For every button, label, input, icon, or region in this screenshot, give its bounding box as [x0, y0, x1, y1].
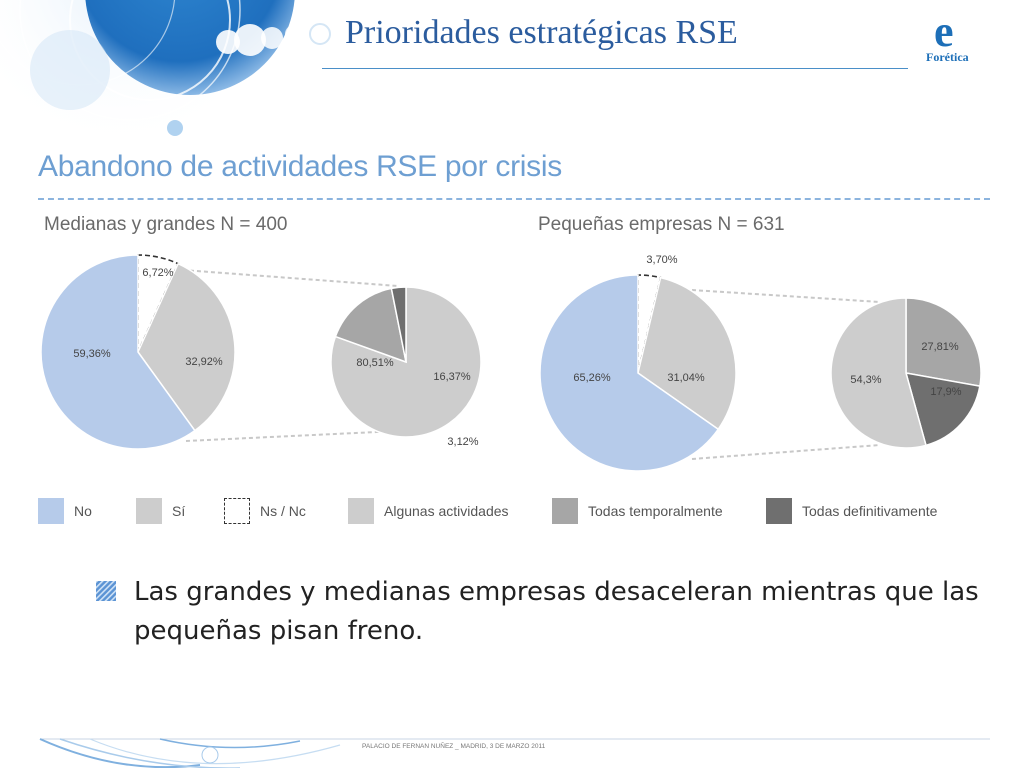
- decorative-bubbles: [0, 0, 331, 150]
- pie-0-main-slice-si: [137, 262, 236, 432]
- pie-0-main-label-no: 59,36%: [73, 348, 111, 360]
- legend-label-definitivo: Todas definitivamente: [802, 503, 938, 519]
- legend-label-no: No: [74, 503, 92, 519]
- logo-letter: e: [934, 7, 954, 56]
- legend-swatch-ns_nc: [224, 498, 250, 524]
- connector-line-0-1: [185, 430, 399, 442]
- pie-charts: 6,72% 32,92% 59,36% 80,51% 16,37% 3,12% 3,70% 3…: [40, 254, 982, 472]
- legend-label-si: Sí: [172, 503, 186, 519]
- title-divider: [322, 68, 908, 69]
- pie-1-main-label-si: 31,04%: [667, 372, 705, 384]
- logo-name: Forética: [926, 50, 969, 64]
- group-subtitle-small: Pequeñas empresas N = 631: [538, 214, 785, 235]
- pie-0-main-slice-no: [40, 254, 196, 450]
- footer-text: PALACIO DE FERNAN NUÑEZ _ MADRID, 3 DE M…: [362, 743, 546, 750]
- legend-label-ns_nc: Ns / Nc: [260, 503, 306, 519]
- pie-1-main-slice-no: [539, 274, 720, 472]
- pie-0-breakdown-label-algunas: 80,51%: [356, 357, 394, 369]
- bullet-square-icon: [96, 581, 116, 601]
- legend-item-si: Sí: [136, 498, 185, 524]
- legend-label-algunas: Algunas actividades: [384, 503, 509, 519]
- legend-swatch-no: [38, 498, 64, 524]
- slide-title: Prioridades estratégicas RSE: [345, 14, 738, 51]
- foretica-logo: e Forética: [926, 7, 980, 68]
- chart-title: Abandono de actividades RSE por crisis: [38, 150, 562, 183]
- legend-swatch-temporal: [552, 498, 578, 524]
- pie-0-breakdown-label-definitivo: 3,12%: [447, 436, 478, 448]
- legend-item-no: No: [38, 498, 92, 524]
- pie-0-breakdown-slice-temporal: [334, 287, 407, 364]
- legend-swatch-algunas: [348, 498, 374, 524]
- chart-legend: No Sí Ns / Nc Algunas actividades Todas temp…: [0, 498, 1024, 528]
- pie-0-breakdown-slice-definitivo: [390, 286, 407, 363]
- group-subtitle-large: Medianas y grandes N = 400: [44, 214, 288, 235]
- connector-line-1-1: [691, 444, 881, 460]
- connector-line-0-0: [182, 269, 399, 287]
- pie-1-breakdown-slice-definitivo: [904, 372, 981, 447]
- chart-title-divider: [38, 198, 990, 200]
- pie-1-breakdown-label-temporal: 27,81%: [921, 341, 959, 353]
- legend-label-temporal: Todas temporalmente: [588, 503, 723, 519]
- pie-1-breakdown-slice-algunas: [830, 297, 927, 449]
- legend-item-temporal: Todas temporalmente: [552, 498, 723, 524]
- pie-0-breakdown-label-temporal: 16,37%: [433, 371, 471, 383]
- pie-1-breakdown-label-definitivo: 17,9%: [930, 386, 961, 398]
- legend-swatch-definitivo: [766, 498, 792, 524]
- legend-swatch-si: [136, 498, 162, 524]
- pie-1-main-label-no: 65,26%: [573, 372, 611, 384]
- pie-1-main-slice-si: [637, 276, 737, 431]
- pie-1-breakdown-slice-temporal: [905, 297, 982, 388]
- pie-0-main-label-si: 32,92%: [185, 356, 223, 368]
- connector-line-1-0: [691, 289, 881, 303]
- pie-1-breakdown-label-algunas: 54,3%: [850, 374, 881, 386]
- legend-item-ns_nc: Ns / Nc: [224, 498, 306, 524]
- legend-item-definitivo: Todas definitivamente: [766, 498, 937, 524]
- pie-0-main-label-ns_nc: 6,72%: [142, 267, 173, 279]
- bullet-text: Las grandes y medianas empresas desacele…: [134, 577, 979, 646]
- pie-1-main-label-ns_nc: 3,70%: [646, 254, 677, 266]
- legend-item-algunas: Algunas actividades: [348, 498, 509, 524]
